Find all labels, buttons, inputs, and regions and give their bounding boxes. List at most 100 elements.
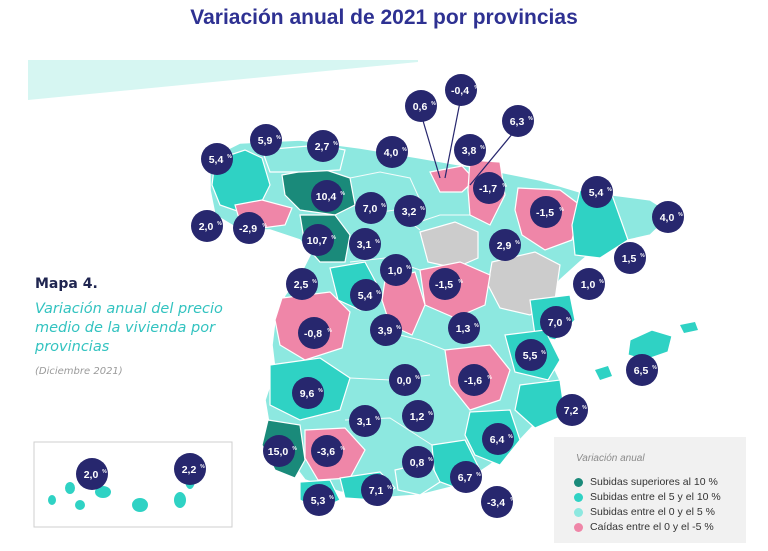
legend-item: Subidas entre el 0 y el 5 % bbox=[574, 505, 715, 519]
bubble-value: 5,4 bbox=[589, 187, 604, 199]
bubble-circle bbox=[402, 400, 434, 432]
bubble-percent-symbol: % bbox=[474, 323, 479, 329]
bubble-circle bbox=[286, 268, 318, 300]
value-bubble: 7,0% bbox=[355, 192, 387, 224]
bubble-value: 3,8 bbox=[462, 145, 477, 157]
value-bubble: -1,7% bbox=[473, 172, 507, 204]
value-bubble: -1,5% bbox=[429, 268, 463, 300]
bubble-value: 6,3 bbox=[510, 116, 525, 128]
legend-label: Subidas superiores al 10 % bbox=[590, 476, 718, 488]
bubble-circle bbox=[429, 268, 461, 300]
bubble-circle bbox=[174, 453, 206, 485]
value-bubble: 5,4% bbox=[201, 143, 233, 175]
bubble-circle bbox=[473, 172, 505, 204]
bubble-circle bbox=[303, 484, 335, 516]
bubble-circle bbox=[540, 306, 572, 338]
value-bubble: 3,1% bbox=[349, 228, 381, 260]
bubble-percent-symbol: % bbox=[276, 135, 281, 141]
value-bubble: 6,4% bbox=[482, 423, 514, 455]
bubble-percent-symbol: % bbox=[396, 325, 401, 331]
legend-label: Subidas entre el 0 y el 5 % bbox=[590, 506, 715, 518]
bubble-value: -3,6 bbox=[317, 446, 335, 458]
callout-lines bbox=[420, 96, 519, 186]
bubble-percent-symbol: % bbox=[375, 239, 380, 245]
bubble-circle bbox=[573, 268, 605, 300]
value-bubble: 2,2% bbox=[174, 453, 206, 485]
bubble-circle bbox=[311, 435, 343, 467]
bubble-percent-symbol: % bbox=[227, 154, 232, 160]
value-bubble: 10,4% bbox=[311, 180, 345, 212]
value-bubble: 2,5% bbox=[286, 268, 318, 300]
value-bubble: 6,7% bbox=[450, 461, 482, 493]
bubble-percent-symbol: % bbox=[375, 416, 380, 422]
value-bubble: -3,6% bbox=[311, 435, 345, 467]
bubble-percent-symbol: % bbox=[510, 497, 515, 503]
bubble-circle bbox=[233, 212, 265, 244]
bubble-percent-symbol: % bbox=[487, 375, 492, 381]
bubble-percent-symbol: % bbox=[318, 388, 323, 394]
bubble-percent-symbol: % bbox=[340, 446, 345, 452]
bubble-percent-symbol: % bbox=[312, 279, 317, 285]
bubble-value: 7,1 bbox=[369, 485, 384, 497]
canary-islands-box bbox=[33, 441, 233, 528]
bubble-percent-symbol: % bbox=[420, 206, 425, 212]
legend-item: Caídas entre el 0 y el -5 % bbox=[574, 520, 714, 534]
page-title: Variación anual de 2021 por provincias bbox=[190, 6, 578, 29]
bubble-value: 2,7 bbox=[315, 141, 330, 153]
bubble-percent-symbol: % bbox=[458, 279, 463, 285]
bubble-value: 1,0 bbox=[388, 265, 403, 277]
bubble-value: 2,2 bbox=[182, 464, 197, 476]
value-bubble: 6,3% bbox=[502, 105, 534, 137]
bubble-circle bbox=[489, 229, 521, 261]
bubble-percent-symbol: % bbox=[582, 405, 587, 411]
region-mallorca bbox=[627, 329, 673, 361]
bubble-circle bbox=[389, 364, 421, 396]
bubble-value: 5,4 bbox=[358, 290, 373, 302]
bubble-percent-symbol: % bbox=[292, 446, 297, 452]
bubble-circle bbox=[263, 435, 295, 467]
value-bubble: 1,5% bbox=[614, 242, 646, 274]
bubble-circle bbox=[250, 124, 282, 156]
legend-label: Subidas entre el 5 y el 10 % bbox=[590, 491, 721, 503]
bubble-circle bbox=[349, 228, 381, 260]
bubble-circle bbox=[350, 279, 382, 311]
bubble-circle bbox=[450, 461, 482, 493]
bubble-value: 1,2 bbox=[410, 411, 425, 423]
bubble-percent-symbol: % bbox=[102, 469, 107, 475]
bubble-percent-symbol: % bbox=[541, 350, 546, 356]
bubble-circle bbox=[380, 254, 412, 286]
value-bubble: 5,4% bbox=[581, 176, 613, 208]
bubble-percent-symbol: % bbox=[376, 290, 381, 296]
bubble-value: 3,2 bbox=[402, 206, 417, 218]
bubble-value: 0,0 bbox=[397, 375, 412, 387]
bubble-value: 3,1 bbox=[357, 239, 372, 251]
bubble-percent-symbol: % bbox=[381, 203, 386, 209]
bubble-value: 4,0 bbox=[660, 212, 675, 224]
value-bubble: -3,4% bbox=[481, 486, 515, 518]
value-bubble: -0,8% bbox=[298, 317, 332, 349]
bubble-value: -0,8 bbox=[304, 328, 322, 340]
value-bubble: 7,1% bbox=[361, 474, 393, 506]
bubble-value: 1,5 bbox=[622, 253, 637, 265]
bubbles-layer: -0,4 %0,6 %6,3 %5,9 %2,7 %4,0% 3,8 %5,4 %-1,7 %5,… bbox=[76, 74, 684, 518]
bubble-value: -1,5 bbox=[536, 207, 554, 219]
bubble-circle bbox=[530, 196, 562, 228]
region-menorca bbox=[680, 322, 698, 333]
bubble-value: -1,6 bbox=[464, 375, 482, 387]
bubble-percent-symbol: % bbox=[406, 265, 411, 271]
value-bubble: 2,7% bbox=[307, 130, 339, 162]
value-bubble: 3,1% bbox=[349, 405, 381, 437]
value-bubble: 7,2% bbox=[556, 394, 588, 426]
bubble-circle bbox=[652, 201, 684, 233]
value-bubble: 6,5% bbox=[626, 354, 658, 386]
bubble-circle bbox=[376, 136, 408, 168]
bubble-value: -3,4 bbox=[487, 497, 505, 509]
value-bubble: 5,5% bbox=[515, 339, 547, 371]
region-ibiza bbox=[595, 366, 612, 380]
bubble-percent-symbol: % bbox=[327, 328, 332, 334]
bubble-percent-symbol: % bbox=[262, 223, 267, 229]
value-bubble: 1,0% bbox=[380, 254, 412, 286]
bubble-percent-symbol: % bbox=[415, 375, 420, 381]
bubble-value: 10,4 bbox=[316, 191, 337, 203]
